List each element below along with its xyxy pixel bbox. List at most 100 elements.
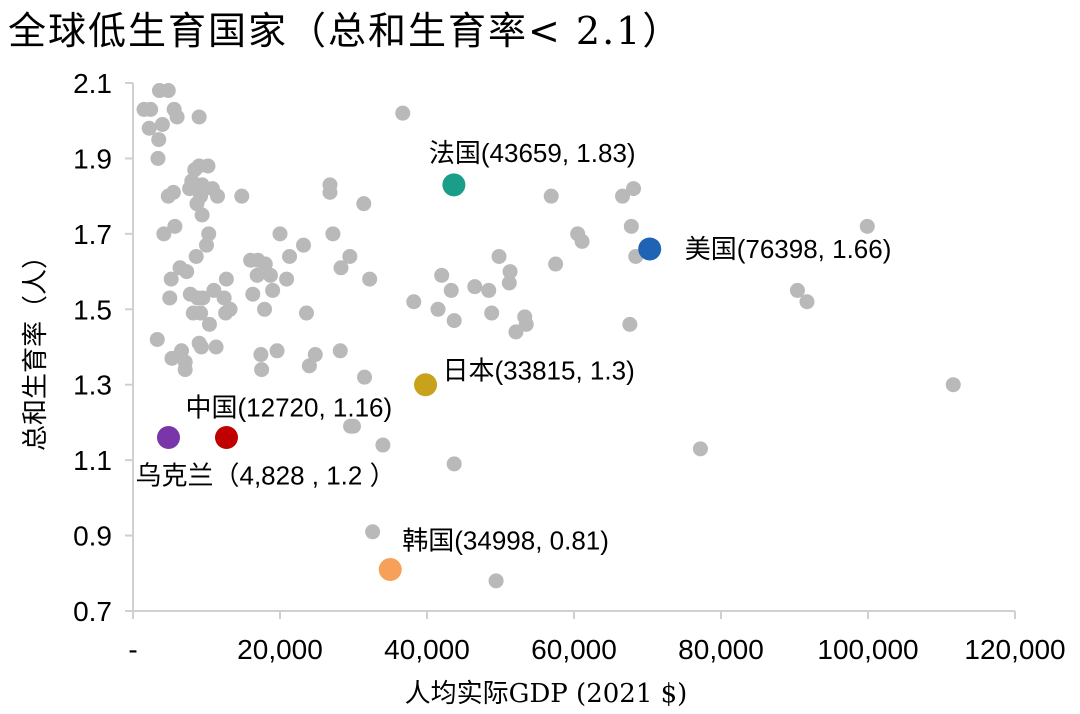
data-point (362, 271, 378, 287)
data-point (253, 347, 269, 363)
data-point (257, 301, 273, 317)
highlight-point-china (214, 426, 238, 450)
data-point (201, 226, 217, 242)
data-point (859, 218, 875, 234)
data-point (296, 237, 312, 253)
data-point (208, 339, 224, 355)
x-tick-label: 120,000 (964, 634, 1065, 665)
data-point (488, 573, 504, 589)
data-point (356, 196, 372, 212)
data-point (346, 418, 361, 434)
highlight-point-france (442, 173, 466, 197)
data-points (136, 83, 961, 589)
data-point (179, 264, 195, 280)
data-point (143, 101, 159, 117)
y-tick-label: 1.3 (73, 370, 112, 401)
annotation-japan: 日本(33815, 1.3) (443, 356, 635, 386)
data-point (162, 290, 178, 306)
data-point (150, 150, 166, 166)
data-point (406, 294, 422, 310)
data-point (446, 456, 462, 472)
data-point (789, 282, 805, 298)
data-point (626, 181, 642, 197)
data-point (177, 362, 193, 378)
data-point (446, 313, 462, 329)
data-point (141, 120, 157, 136)
highlight-point-japan (414, 373, 438, 397)
data-point (365, 524, 381, 540)
data-point (301, 358, 317, 374)
data-point (574, 233, 590, 249)
highlight-point-usa (638, 237, 662, 261)
y-axis-ticks: 0.7 0.9 1.1 1.3 1.5 1.7 1.9 2.1 (73, 68, 133, 627)
annotation-france: 法国(43659, 1.83) (429, 138, 636, 168)
data-point (502, 264, 518, 280)
data-point (799, 294, 815, 310)
data-point (333, 260, 349, 276)
data-point (189, 196, 205, 212)
data-point (692, 441, 708, 457)
x-axis-ticks: - 20,000 40,000 60,000 80,000 100,000 120,000 (128, 611, 1066, 665)
y-tick-label: 1.5 (73, 294, 112, 325)
data-point (342, 248, 358, 264)
data-point (325, 226, 341, 242)
y-tick-label: 1.1 (73, 445, 112, 476)
data-point (149, 331, 165, 347)
x-tick-label: - (128, 634, 137, 665)
data-point (430, 301, 446, 317)
y-tick-label: 1.9 (73, 143, 112, 174)
data-point (443, 282, 459, 298)
data-point (201, 316, 217, 332)
data-point (375, 437, 391, 453)
x-tick-label: 20,000 (237, 634, 323, 665)
data-point (623, 218, 639, 234)
data-point (357, 369, 373, 385)
data-point (543, 188, 559, 204)
data-point (206, 282, 222, 298)
chart-title: 全球低生育国家（总和生育率< 2.1） (8, 9, 683, 53)
x-tick-label: 100,000 (817, 634, 918, 665)
data-point (307, 347, 323, 363)
annotation-usa: 美国(76398, 1.66) (685, 234, 892, 264)
data-point (193, 305, 209, 321)
data-point (272, 226, 288, 242)
data-point (395, 105, 411, 121)
data-point (234, 188, 250, 204)
highlight-points (156, 173, 662, 582)
data-point (210, 188, 226, 204)
annotation-ukraine: 乌克兰（4,828 , 1.2 ） (135, 461, 395, 491)
data-point (262, 267, 278, 283)
data-point (165, 184, 181, 200)
data-point (254, 362, 270, 378)
data-point (518, 316, 534, 332)
annotations: 法国(43659, 1.83) 美国(76398, 1.66) 日本(33815, … (135, 138, 891, 556)
x-tick-label: 60,000 (531, 634, 617, 665)
data-point (200, 158, 216, 174)
data-point (160, 83, 176, 99)
data-point (945, 377, 961, 393)
y-axis-label: 总和生育率（人） (21, 243, 51, 451)
highlight-point-korea (378, 558, 402, 582)
highlight-point-ukraine (156, 426, 180, 450)
data-point (622, 316, 638, 332)
data-point (191, 109, 207, 125)
data-point (245, 286, 261, 302)
data-point (194, 207, 210, 223)
data-point (484, 305, 500, 321)
y-tick-label: 0.7 (73, 596, 112, 627)
data-point (481, 282, 497, 298)
annotation-china: 中国(12720, 1.16) (185, 393, 392, 423)
data-point (156, 226, 172, 242)
data-point (169, 109, 185, 125)
data-point (249, 267, 265, 283)
data-point (332, 343, 348, 359)
data-point (434, 267, 450, 283)
x-axis-label: 人均实际GDP (2021 $) (405, 679, 688, 709)
data-point (218, 271, 234, 287)
data-point (491, 248, 507, 264)
data-point (279, 271, 295, 287)
data-point (193, 339, 209, 355)
data-point (167, 218, 183, 234)
annotation-korea: 韩国(34998, 0.81) (402, 526, 609, 556)
data-point (199, 237, 214, 253)
